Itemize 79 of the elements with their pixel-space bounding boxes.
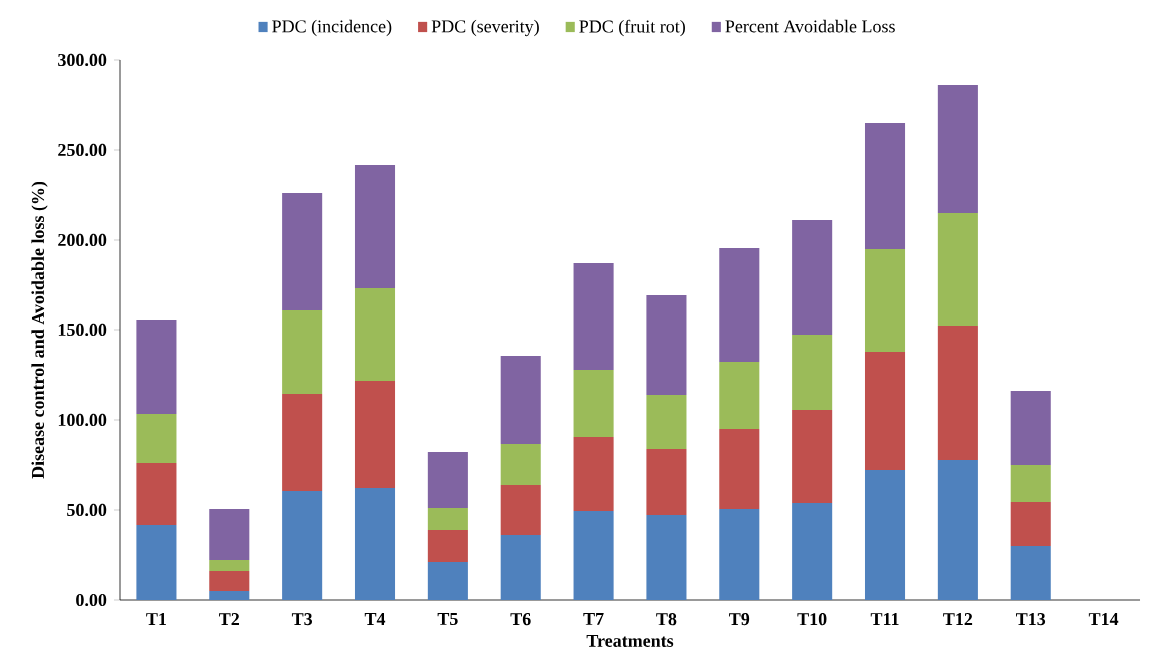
y-tick-label: 0.00 <box>76 593 107 607</box>
bar <box>136 463 177 525</box>
bar <box>937 212 978 327</box>
bar <box>209 560 250 572</box>
bar <box>354 288 396 381</box>
bar <box>573 369 614 437</box>
y-tick-label: 200.00 <box>58 233 107 247</box>
legend-label: PDC (incidence) <box>272 19 392 37</box>
legend-label: PDC (severity) <box>431 19 539 37</box>
bar <box>282 490 323 600</box>
x-tick-label: T1 <box>146 613 166 625</box>
bar <box>719 508 760 600</box>
bar <box>864 248 906 352</box>
bar <box>500 443 541 485</box>
x-tick-label: T10 <box>797 613 827 626</box>
bar <box>719 362 760 429</box>
bar <box>354 164 396 289</box>
bar <box>864 351 906 471</box>
x-tick-label: T7 <box>583 613 604 625</box>
bar <box>792 335 833 410</box>
bar <box>209 591 250 600</box>
bar <box>209 508 250 561</box>
x-tick-label: T11 <box>870 613 899 625</box>
bar <box>646 295 687 395</box>
bar <box>646 394 687 449</box>
x-tick-label: T5 <box>437 613 458 626</box>
bar <box>282 193 323 311</box>
bar <box>792 409 833 503</box>
y-tick-label: 250.00 <box>58 143 107 157</box>
legend-label: Percent Avoidable Loss <box>725 19 895 33</box>
bar <box>354 488 396 600</box>
bar <box>937 459 978 600</box>
bar <box>282 394 323 491</box>
bar <box>1010 465 1051 503</box>
bar <box>719 247 760 363</box>
x-tick-label: T6 <box>510 613 531 626</box>
y-tick-label: 50.00 <box>67 503 107 517</box>
bar <box>354 380 396 489</box>
bar <box>937 85 978 213</box>
bar <box>500 484 541 536</box>
bar <box>864 470 906 600</box>
bar <box>209 571 250 591</box>
bar <box>427 452 468 509</box>
bar <box>427 562 468 600</box>
x-tick-label: T14 <box>1088 613 1119 625</box>
bar <box>500 355 541 444</box>
x-tick-label: T8 <box>656 613 677 626</box>
bar <box>573 511 614 600</box>
bar <box>937 326 978 460</box>
x-tick-label: T4 <box>364 613 386 625</box>
bar <box>646 515 687 600</box>
x-axis-title: Treatments <box>586 634 674 647</box>
bar <box>1010 391 1051 465</box>
y-tick-label: 100.00 <box>58 413 107 427</box>
x-tick-label: T12 <box>943 613 973 625</box>
y-tick-label: 150.00 <box>58 323 107 337</box>
x-tick-label: T2 <box>219 613 240 625</box>
legend-label: PDC (fruit rot) <box>579 19 685 37</box>
bar <box>427 508 468 530</box>
bar <box>646 448 687 516</box>
bar <box>792 502 833 600</box>
bar <box>136 524 177 600</box>
bar <box>719 429 760 509</box>
bar <box>1010 502 1051 546</box>
bar <box>136 319 177 415</box>
y-axis-title: Disease control and Avoidable loss (%) <box>31 181 48 479</box>
x-tick-label: T9 <box>729 613 750 626</box>
bar <box>864 122 906 249</box>
x-tick-label: T3 <box>291 613 313 626</box>
y-tick-label: 300.00 <box>58 53 107 67</box>
bar <box>500 535 541 600</box>
bar <box>573 436 614 512</box>
bar <box>136 414 177 464</box>
bar <box>792 220 833 336</box>
bar <box>1010 546 1051 600</box>
bar <box>282 310 323 395</box>
bar <box>427 529 468 563</box>
bar <box>573 263 614 370</box>
x-tick-label: T13 <box>1016 613 1046 626</box>
